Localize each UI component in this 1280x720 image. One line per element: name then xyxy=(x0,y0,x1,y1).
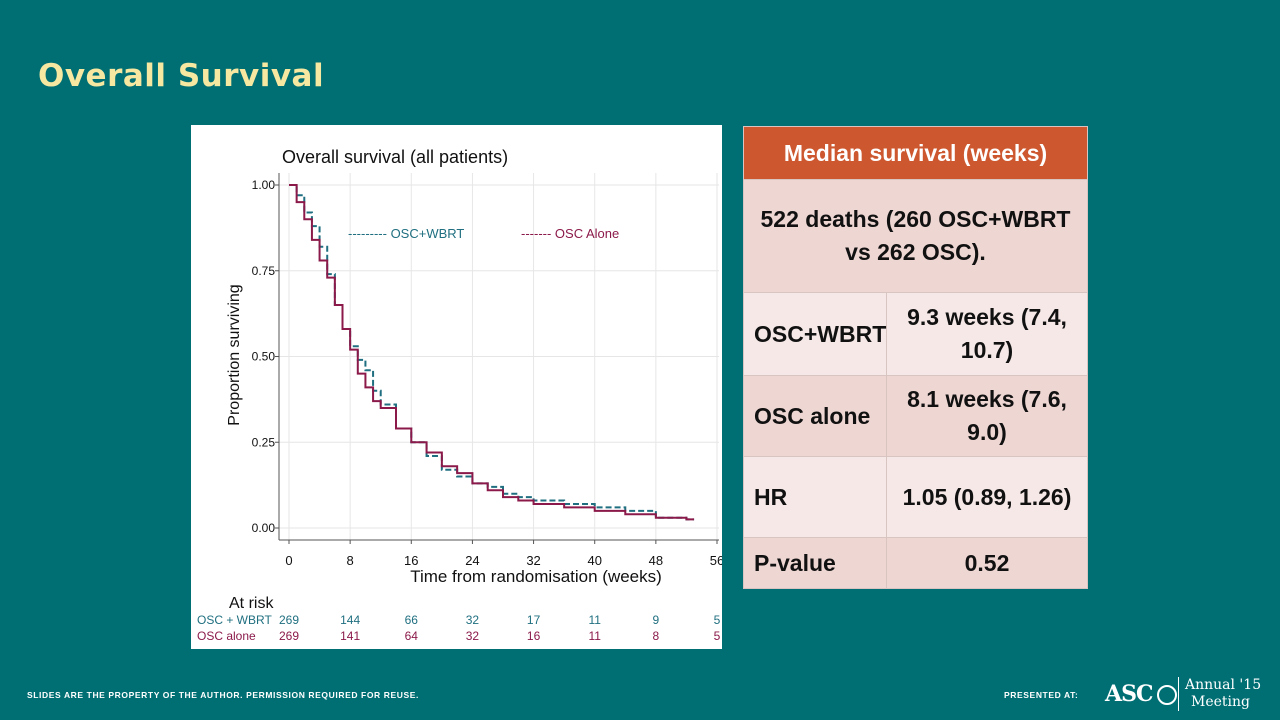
row-label: OSC+WBRT xyxy=(743,292,887,376)
x-tick-label: 8 xyxy=(347,553,354,568)
x-axis-label: Time from randomisation (weeks) xyxy=(410,567,662,586)
table-row: OSC+WBRT 9.3 weeks (7.4, 10.7) xyxy=(743,292,1088,376)
legend-osc-wbrt: --------- OSC+WBRT xyxy=(348,226,464,241)
at-risk-value: 64 xyxy=(405,629,419,643)
logo-annual: Annual '15 xyxy=(1185,677,1262,693)
row-label: OSC alone xyxy=(743,375,887,457)
footer-disclaimer: SLIDES ARE THE PROPERTY OF THE AUTHOR. P… xyxy=(27,690,419,700)
y-tick-label: 0.50 xyxy=(252,350,276,364)
logo-meeting: Meeting xyxy=(1191,694,1250,710)
at-risk-title: At risk xyxy=(229,595,274,612)
slide-title: Overall Survival xyxy=(38,58,325,94)
x-tick-label: 24 xyxy=(465,553,479,568)
at-risk-label: OSC + WBRT xyxy=(197,613,272,627)
at-risk-value: 269 xyxy=(279,613,299,627)
at-risk-value: 5 xyxy=(714,629,721,643)
x-tick-label: 32 xyxy=(526,553,540,568)
footer-presented-at: PRESENTED AT: xyxy=(1004,690,1079,700)
at-risk-value: 11 xyxy=(588,613,601,627)
at-risk-value: 66 xyxy=(405,613,419,627)
legend-osc-alone: ------- OSC Alone xyxy=(521,226,619,241)
asco-logo: ASC Annual '15 Meeting xyxy=(1105,677,1265,715)
at-risk-value: 5 xyxy=(714,613,721,627)
row-label: P-value xyxy=(743,537,887,589)
y-tick-label: 0.75 xyxy=(252,264,276,278)
x-tick-label: 48 xyxy=(649,553,663,568)
y-axis-label: Proportion surviving xyxy=(226,284,243,425)
x-tick-label: 0 xyxy=(285,553,292,568)
logo-ring-icon xyxy=(1157,685,1177,705)
at-risk-value: 141 xyxy=(340,629,360,643)
x-tick-label: 56 xyxy=(710,553,722,568)
at-risk-value: 11 xyxy=(588,629,601,643)
at-risk-value: 16 xyxy=(527,629,541,643)
survival-chart-panel: Overall survival (all patients) 0.00 0.25 0… xyxy=(191,125,722,649)
row-label: HR xyxy=(743,456,887,538)
y-tick-label: 0.25 xyxy=(252,435,276,449)
at-risk-value: 144 xyxy=(340,613,360,627)
at-risk-value: 32 xyxy=(466,613,480,627)
at-risk-value: 17 xyxy=(527,613,541,627)
at-risk-value: 269 xyxy=(279,629,299,643)
table-row: OSC alone 8.1 weeks (7.6, 9.0) xyxy=(743,375,1088,457)
at-risk-value: 9 xyxy=(653,613,660,627)
logo-divider xyxy=(1178,677,1179,711)
x-tick-label: 16 xyxy=(404,553,418,568)
table-row: HR 1.05 (0.89, 1.26) xyxy=(743,456,1088,538)
row-value: 0.52 xyxy=(886,537,1088,589)
at-risk-value: 8 xyxy=(653,629,660,643)
at-risk-value: 32 xyxy=(466,629,480,643)
table-summary: 522 deaths (260 OSC+WBRT vs 262 OSC). xyxy=(743,179,1088,293)
x-tick-label: 40 xyxy=(587,553,601,568)
row-value: 8.1 weeks (7.6, 9.0) xyxy=(886,375,1088,457)
row-value: 9.3 weeks (7.4, 10.7) xyxy=(886,292,1088,376)
series-line-osc-alone xyxy=(289,184,695,521)
y-tick-label: 0.00 xyxy=(252,521,276,535)
y-tick-label: 1.00 xyxy=(252,178,276,192)
table-header: Median survival (weeks) xyxy=(743,126,1088,180)
at-risk-label: OSC alone xyxy=(197,629,256,643)
table-row: P-value 0.52 xyxy=(743,537,1088,589)
median-survival-table: Median survival (weeks) 522 deaths (260 … xyxy=(743,126,1088,589)
logo-text: ASC xyxy=(1105,681,1153,707)
survival-chart: Overall survival (all patients) 0.00 0.25 0… xyxy=(197,147,722,643)
row-value: 1.05 (0.89, 1.26) xyxy=(886,456,1088,538)
chart-title: Overall survival (all patients) xyxy=(282,147,508,167)
